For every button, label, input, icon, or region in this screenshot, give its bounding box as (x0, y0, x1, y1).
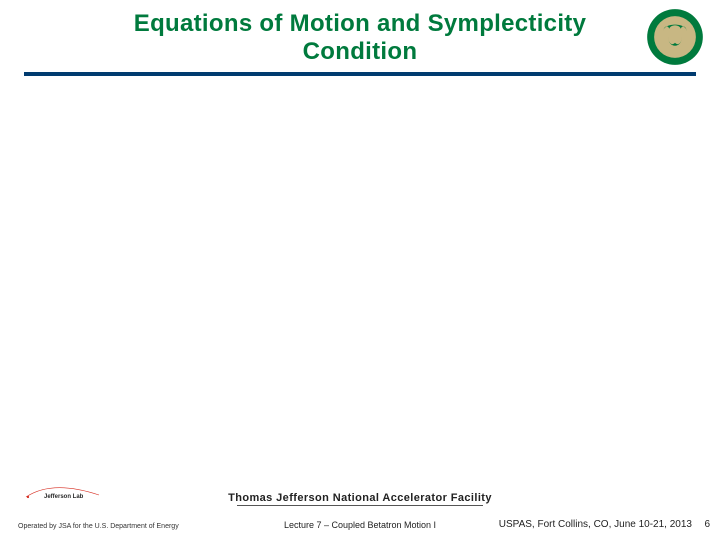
slide: Equations of Motion and Symplecticity Co… (0, 0, 720, 540)
title-block: Equations of Motion and Symplecticity Co… (0, 10, 720, 65)
facility-underline (237, 505, 483, 506)
facility-name: Thomas Jefferson National Accelerator Fa… (0, 492, 720, 504)
header-divider (24, 72, 696, 76)
page-number: 6 (704, 519, 710, 530)
csu-ram-logo-icon (646, 8, 704, 66)
title-line-2: Condition (303, 38, 418, 65)
slide-title: Equations of Motion and Symplecticity Co… (134, 10, 586, 65)
title-line-1: Equations of Motion and Symplecticity (134, 10, 586, 37)
footer: Jefferson Lab Thomas Jefferson National … (0, 476, 720, 540)
uspas-label: USPAS, Fort Collins, CO, June 10-21, 201… (499, 519, 692, 530)
